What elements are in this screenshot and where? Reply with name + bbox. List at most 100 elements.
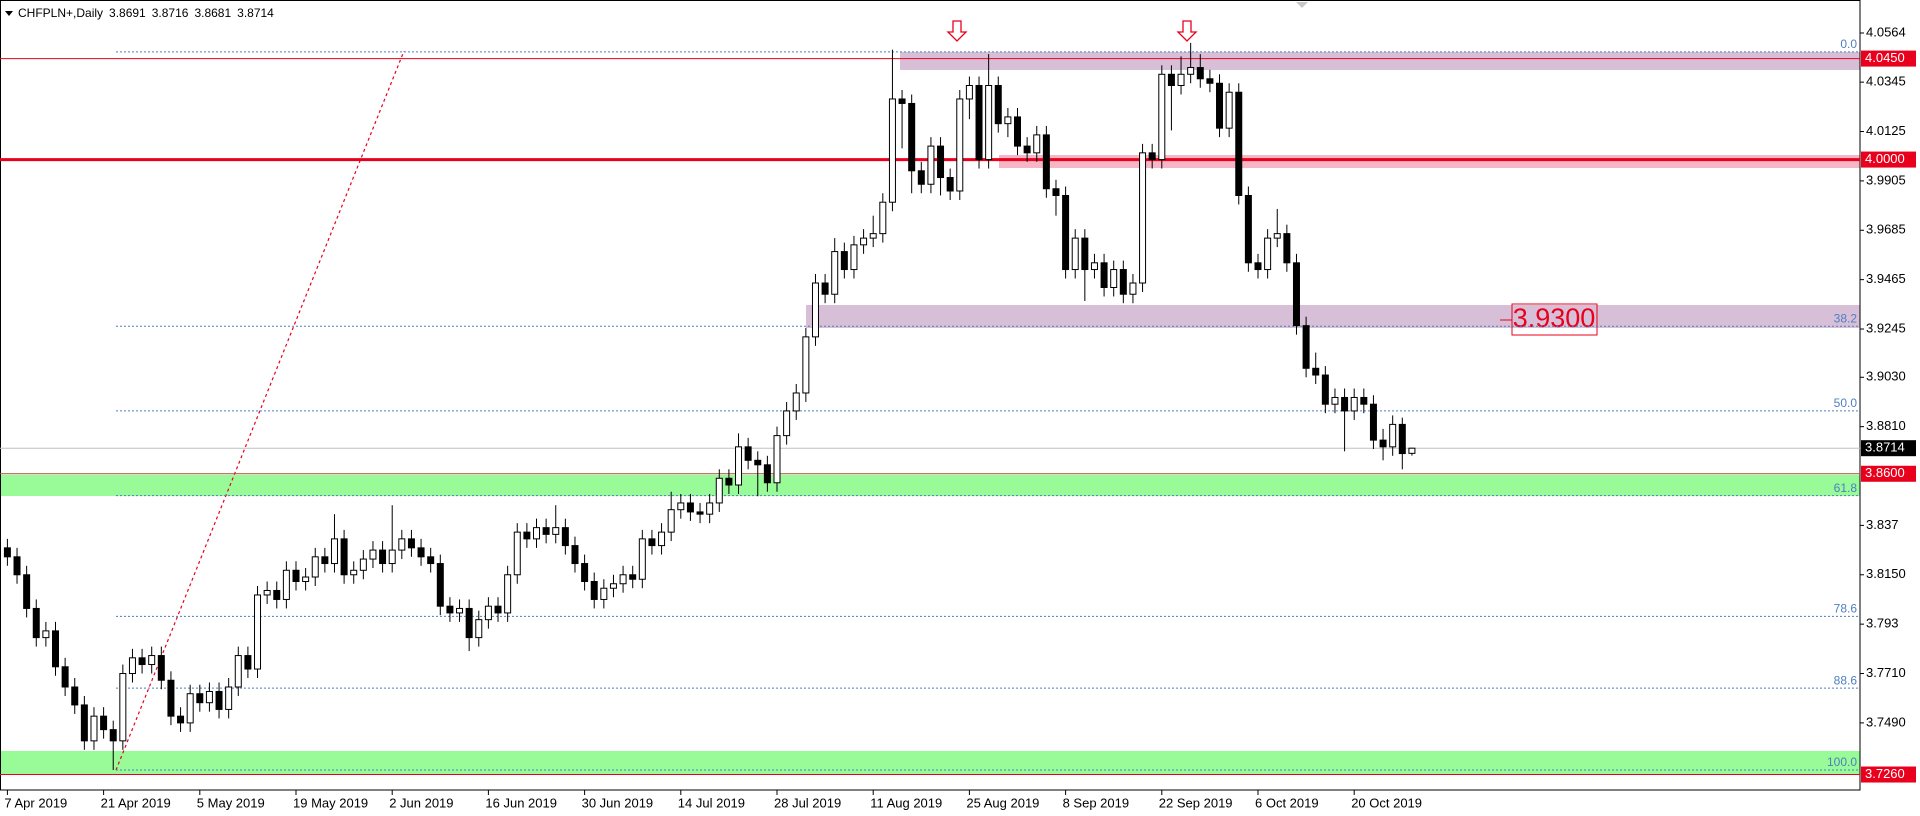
candle-body: [561, 527, 569, 547]
chart-header: CHFPLN+,Daily 3.8691 3.8716 3.8681 3.8714: [18, 6, 274, 20]
fib-label: 100.0: [1827, 755, 1857, 769]
candle-body: [340, 538, 348, 576]
candle-body: [850, 244, 858, 271]
candle-body: [234, 655, 242, 688]
price-label-box: [1861, 151, 1916, 168]
candle-body: [1167, 73, 1175, 87]
candle-body: [956, 98, 964, 192]
x-tick-label: 22 Sep 2019: [1159, 795, 1233, 810]
candle-body: [571, 545, 579, 565]
annotation: 3.9300: [1513, 303, 1596, 333]
price-label-box: [1861, 440, 1916, 457]
x-tick-label: 14 Jul 2019: [678, 795, 745, 810]
candle-body: [263, 589, 271, 596]
x-tick-label: 11 Aug 2019: [870, 795, 942, 810]
candle-body: [292, 569, 300, 583]
candle-body: [1158, 73, 1166, 161]
candle-body: [1292, 262, 1300, 327]
resistance-zone: [900, 52, 1860, 70]
candle-body: [840, 251, 848, 271]
candle-body: [1129, 282, 1137, 295]
candle-body: [1379, 439, 1387, 448]
y-tick-label: 3.8810: [1866, 418, 1906, 433]
candle-body: [128, 657, 136, 675]
candle-body: [879, 201, 887, 235]
candle-body: [148, 655, 156, 666]
candle-body: [686, 502, 694, 513]
close-value: 3.8714: [237, 6, 274, 20]
candle-body: [3, 547, 11, 558]
candle-body: [475, 619, 483, 639]
candle-body: [379, 549, 387, 565]
annotation-box: [1511, 303, 1598, 336]
candle-body: [831, 251, 839, 295]
candle-body: [446, 605, 454, 614]
candle-body: [205, 690, 213, 704]
candle-body: [157, 655, 165, 681]
candle-body: [898, 98, 906, 104]
candle-body: [1389, 423, 1397, 448]
candle-body: [609, 583, 617, 589]
candle-body: [42, 630, 50, 639]
candle-body: [590, 581, 598, 600]
fib-label: 88.6: [1834, 673, 1858, 687]
candle-body: [1408, 447, 1416, 454]
price-label: 3.7260: [1865, 766, 1905, 781]
x-tick-label: 21 Apr 2019: [101, 795, 171, 810]
candle-body: [946, 177, 954, 192]
candle-body: [215, 690, 223, 710]
candle-body: [1004, 116, 1012, 125]
candle-body: [773, 435, 781, 484]
candle-body: [177, 715, 185, 724]
x-tick-label: 8 Sep 2019: [1063, 795, 1130, 810]
price-label-box: [1861, 465, 1916, 482]
fib-label: 0.0: [1840, 37, 1857, 51]
scroll-marker: [1296, 2, 1308, 8]
candle-body: [52, 630, 59, 668]
candle-body: [186, 693, 194, 724]
candle-body: [888, 98, 896, 203]
candle-body: [1273, 233, 1281, 239]
candle-body: [23, 574, 31, 609]
y-tick-label: 4.0345: [1866, 74, 1906, 89]
candle-body: [504, 574, 512, 614]
candle-body: [735, 446, 743, 486]
y-tick-label: 3.837: [1866, 517, 1899, 532]
candle-body: [1321, 374, 1329, 405]
candle-body: [1090, 262, 1098, 271]
candle-body: [100, 715, 108, 731]
menu-icon: [5, 11, 13, 16]
y-tick-label: 3.8150: [1866, 566, 1906, 581]
candle-body: [1033, 134, 1041, 154]
candle-body: [1071, 237, 1079, 271]
candle-body: [407, 538, 415, 549]
price-label: 3.8600: [1865, 465, 1905, 480]
candle-body: [523, 531, 531, 540]
x-tick-label: 2 Jun 2019: [389, 795, 453, 810]
candle-body: [484, 605, 492, 621]
candle-body: [321, 556, 329, 565]
x-tick-label: 5 May 2019: [197, 795, 265, 810]
candle-body: [696, 511, 704, 515]
y-tick-label: 3.7490: [1866, 714, 1906, 729]
price-label-box: [1861, 50, 1916, 67]
candle-body: [1081, 237, 1089, 271]
candle-body: [667, 509, 675, 533]
plot-frame: [0, 0, 1861, 791]
candle-body: [1148, 152, 1156, 161]
low-value: 3.8681: [194, 6, 231, 20]
candle-body: [1360, 396, 1368, 405]
x-tick-label: 19 May 2019: [293, 795, 368, 810]
candle-body: [359, 558, 367, 571]
fib-label: 38.2: [1834, 311, 1858, 325]
candle-body: [937, 145, 945, 179]
candle-body: [1302, 325, 1310, 369]
candle-body: [196, 693, 204, 704]
candle-body: [456, 607, 464, 614]
price-label: 3.8714: [1865, 440, 1905, 455]
candle-body: [783, 410, 791, 437]
y-tick-label: 3.9685: [1866, 222, 1906, 237]
candle-body: [860, 237, 868, 246]
candle-body: [1100, 262, 1108, 288]
candle-body: [1196, 67, 1204, 80]
